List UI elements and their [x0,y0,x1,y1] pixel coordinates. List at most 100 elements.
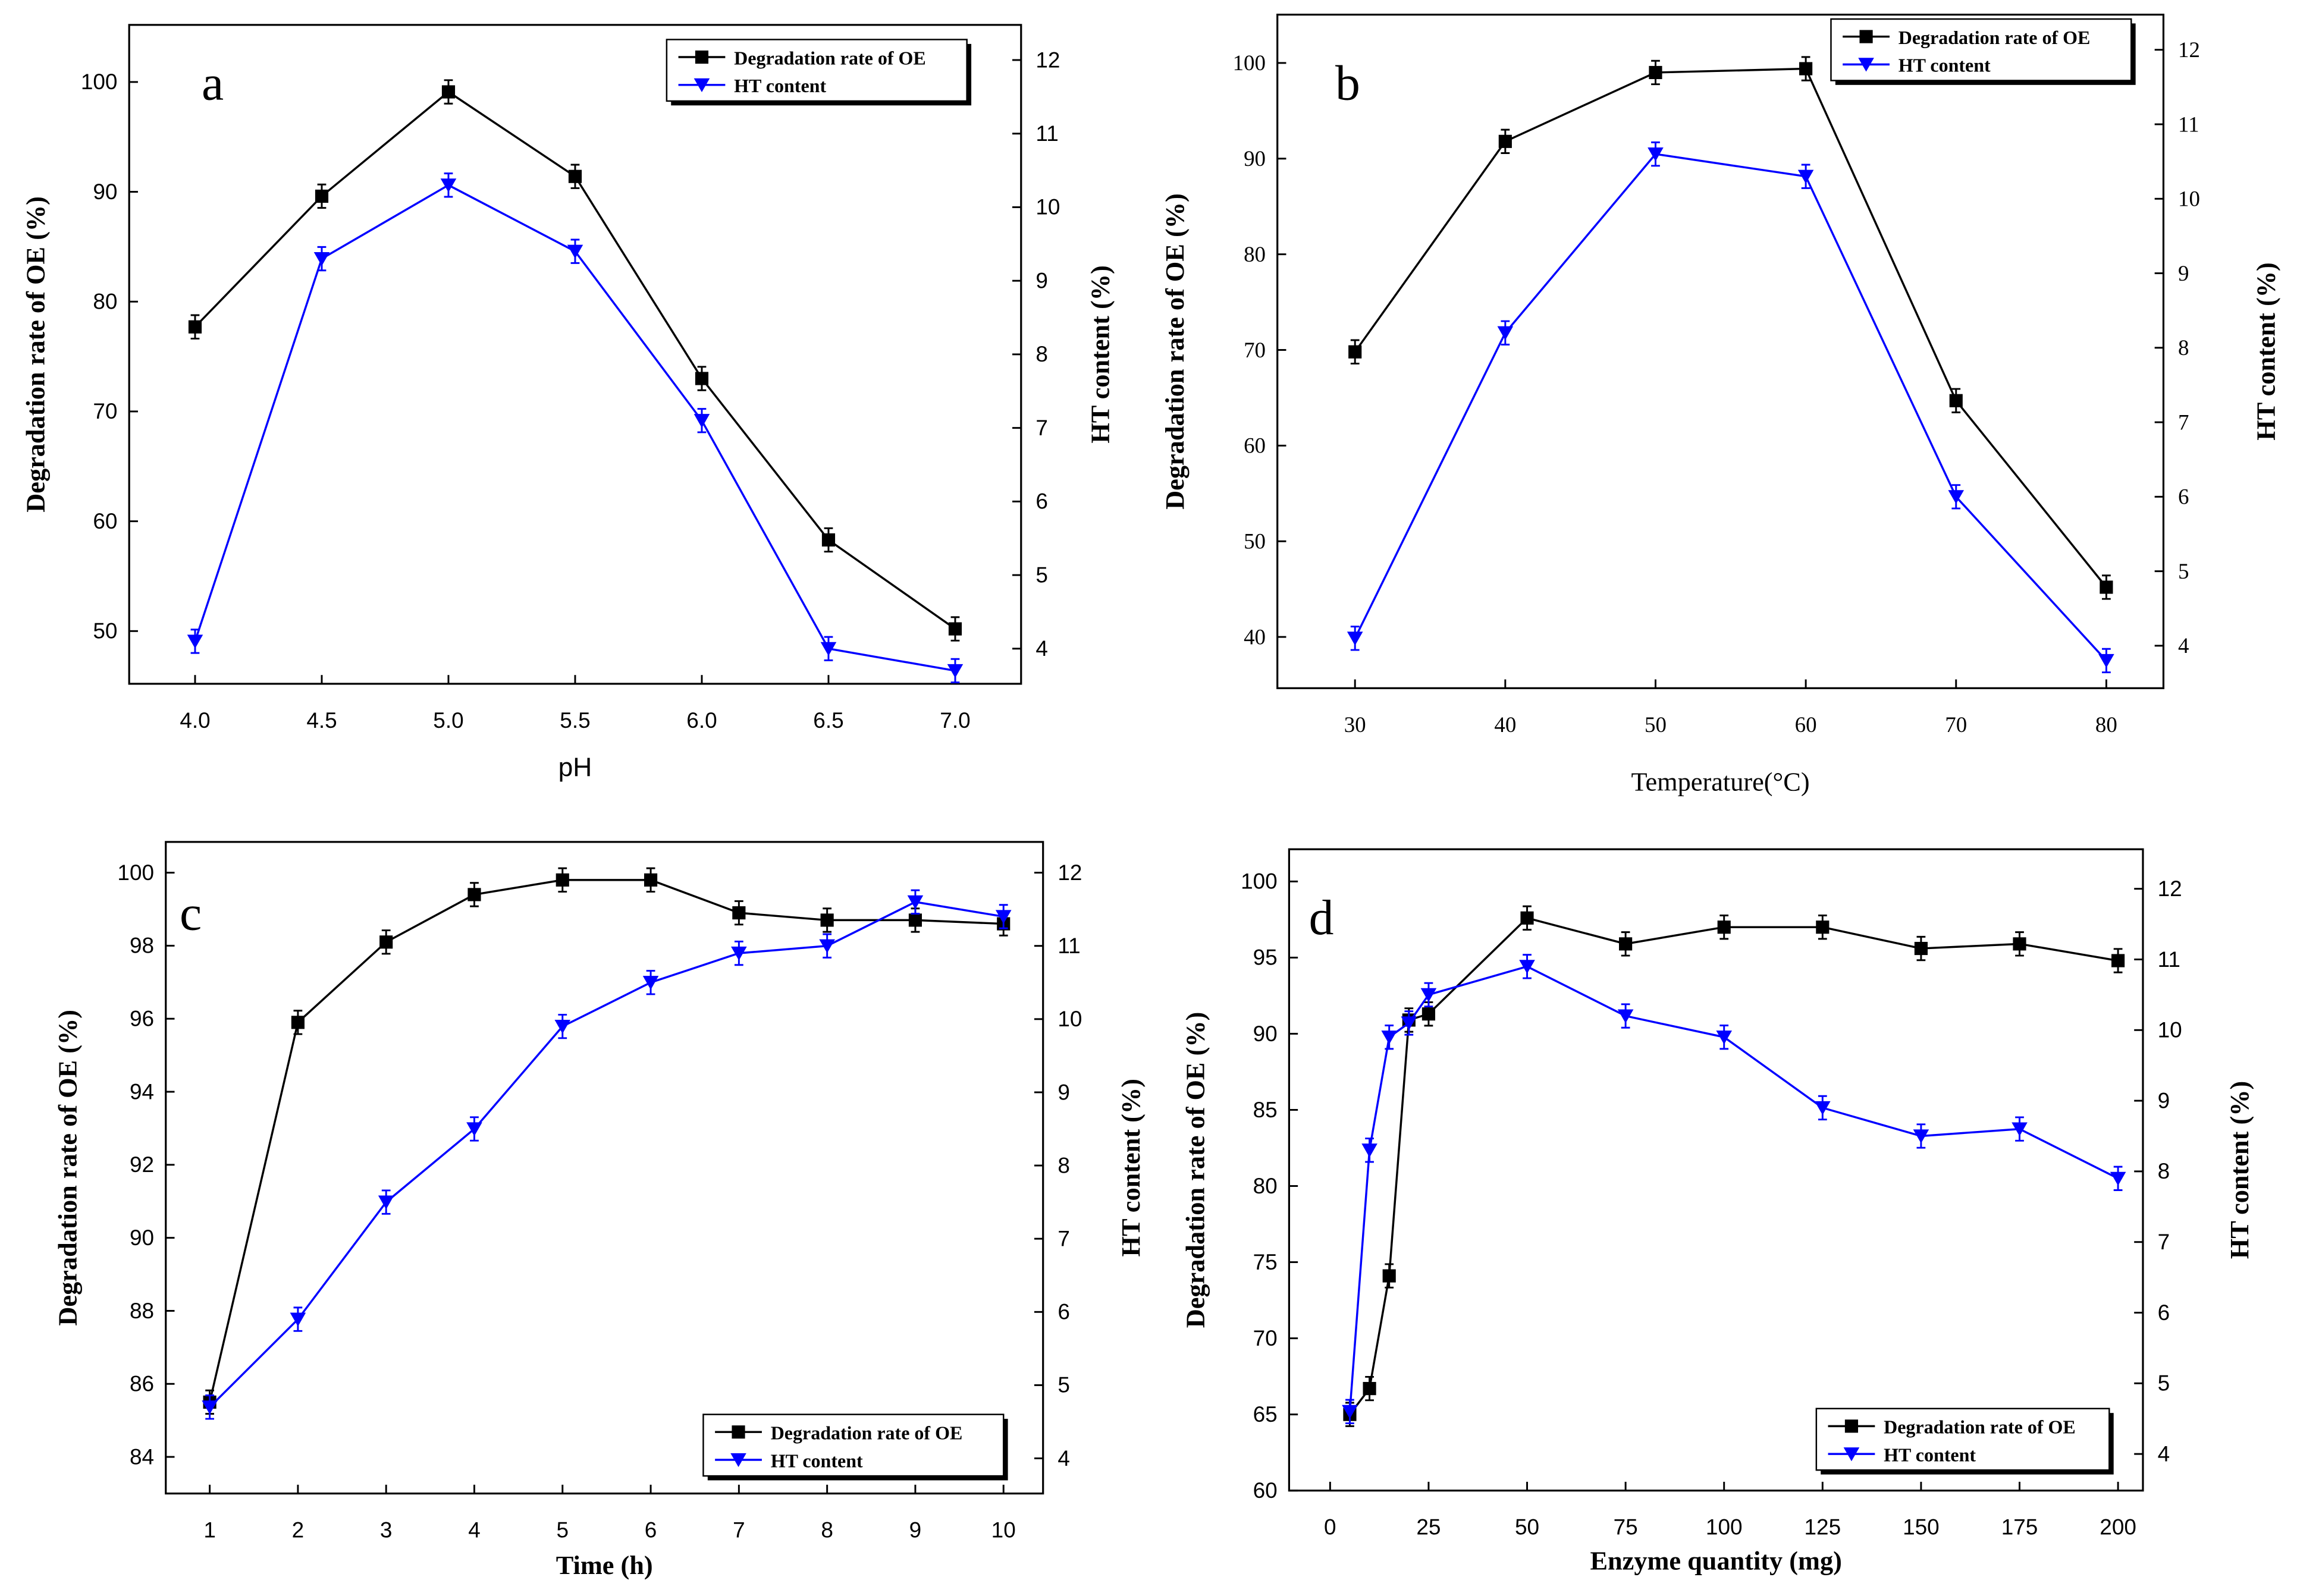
data-point [2098,654,2114,668]
y2-tick-label: 11 [1035,121,1058,146]
data-point [821,533,836,547]
y-tick-label: 50 [1244,529,1266,554]
data-point [1519,960,1535,974]
y2-tick-label: 12 [1035,48,1060,72]
y-tick-label: 70 [1244,338,1266,362]
y-tick-label: 90 [1253,1022,1278,1046]
y2-tick-label: 12 [2178,37,2200,62]
y2-tick-label: 12 [2158,876,2182,901]
y2-tick-label: 10 [1035,195,1060,219]
data-point [1799,62,1813,76]
data-point [644,873,658,887]
y-tick-label: 80 [1244,242,1266,266]
data-point [2013,937,2026,951]
x-tick-label: 30 [1344,712,1366,737]
x-tick-label: 75 [1614,1515,1638,1540]
series-degradation-rate-of-oe [188,79,962,642]
legend: Degradation rate of OE HT content [666,39,972,106]
series-ht-content [202,889,1012,1420]
x-tick-label: 80 [2095,712,2117,737]
legend-label: HT content [734,75,826,96]
x-tick-label: 6.5 [813,708,843,733]
x-tick-label: 10 [991,1518,1016,1542]
data-point [908,913,922,927]
legend-marker [695,50,709,64]
y2-tick-label: 4 [1035,636,1048,661]
y-tick-label: 100 [1233,51,1266,75]
data-point [1649,65,1662,80]
legend-box [702,1413,1005,1477]
y-tick-label: 90 [93,180,117,204]
x-tick-label: 25 [1416,1515,1441,1540]
legend-box [1815,1408,2110,1471]
data-point [1914,941,1928,956]
x-tick-label: 60 [1795,712,1817,737]
legend-marker [1844,1419,1859,1433]
plot-frame [1288,848,2144,1492]
x-tick-label: 50 [1515,1515,1539,1540]
x-tick-label: 200 [2100,1515,2136,1540]
y-tick-label: 70 [93,399,117,423]
y-tick-label: 80 [93,290,117,314]
y2-tick-label: 11 [2158,947,2180,972]
series-degradation-rate-of-oe [203,867,1011,1415]
y2-tick-label: 6 [1035,489,1048,514]
series-degradation-rate-of-oe [1343,905,2125,1427]
plot-frame [1276,14,2165,689]
y2-axis-label: HT content (%) [2252,262,2281,440]
legend-marker [732,1425,745,1439]
legend: Degradation rate of OE HT content [1815,1408,2114,1475]
y-tick-label: 70 [1253,1326,1278,1350]
x-axis-label: pH [558,753,592,782]
x-tick-label: 9 [909,1518,922,1542]
series-line [1349,916,2119,1415]
y2-tick-label: 5 [2158,1371,2170,1396]
data-point [1520,911,1534,925]
legend-label: HT content [1884,1444,1976,1465]
data-point [820,913,834,927]
series-line [1348,965,2119,1412]
legend: Degradation rate of OE HT content [702,1413,1008,1481]
panel-label: b [1335,55,1360,111]
data-point [2110,1171,2126,1186]
y-tick-label: 60 [1253,1478,1278,1503]
chart-panel-b: 30 40 50 60 70 80 40 50 60 70 80 90 100 4 5 6 7 8 9 10 11 12 T… [1160,14,2281,797]
legend-label: HT content [1899,55,1991,76]
data-point [731,946,747,961]
data-point [1363,1382,1376,1396]
x-tick-label: 5.0 [433,708,463,733]
data-point [315,189,329,203]
legend-marker [730,1453,746,1468]
y2-tick-label: 6 [2158,1300,2170,1325]
x-axis-label: Time (h) [556,1551,653,1580]
x-tick-label: 100 [1706,1515,1743,1540]
data-point [1913,1129,1929,1143]
y-tick-label: 98 [130,934,154,958]
series-ht-content [1342,954,2126,1425]
x-tick-label: 8 [821,1518,833,1542]
data-point [556,873,569,887]
y-tick-label: 100 [1241,869,1278,894]
legend: Degradation rate of OE HT content [1830,18,2136,85]
data-point [291,1016,305,1029]
series-line [209,901,1004,1408]
data-point [568,169,582,183]
y2-tick-label: 8 [2178,335,2189,360]
x-tick-label: 50 [1645,712,1667,737]
y-tick-label: 80 [1253,1174,1278,1198]
x-tick-label: 1 [203,1518,216,1542]
y-axis-label: Degradation rate of OE (%) [54,1010,83,1326]
data-point [1421,1007,1436,1021]
y2-tick-label: 10 [1058,1007,1082,1031]
plot-frame [128,24,1022,685]
data-point [466,1122,482,1136]
chart-panel-c: 1 2 3 4 5 6 7 8 9 1084868890929496981004567891011… [54,841,1146,1580]
panel-label: a [202,55,224,111]
data-point [378,1195,394,1209]
data-point [642,976,659,990]
series-line [1354,67,2107,588]
y-tick-label: 90 [130,1226,154,1250]
y-tick-label: 60 [93,509,117,533]
y-axis-label: Degradation rate of OE (%) [21,196,50,513]
